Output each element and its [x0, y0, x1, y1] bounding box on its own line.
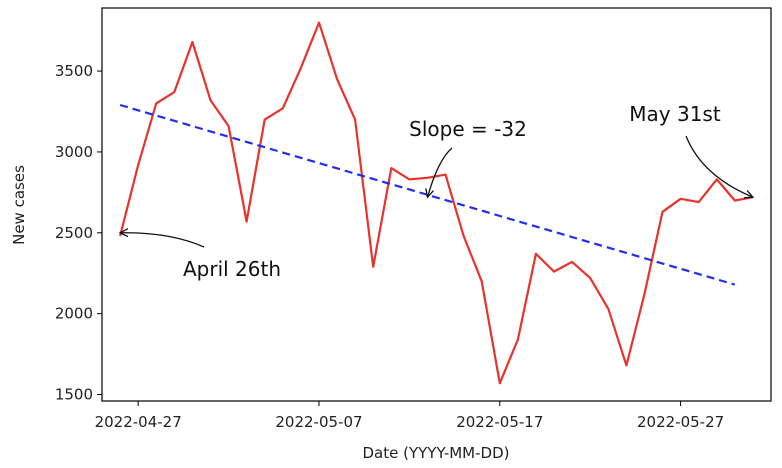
y-axis-title: New cases	[10, 165, 28, 245]
cases-line	[119, 21, 754, 385]
annotation-label: April 26th	[183, 257, 281, 281]
annotation-arrow	[120, 233, 205, 248]
y-tick-label: 3500	[55, 62, 93, 80]
x-axis: 2022-04-27 2022-05-07 2022-05-17 2022-05-27	[95, 401, 724, 431]
annotation-label: May 31st	[629, 102, 721, 126]
y-tick-label: 2500	[55, 224, 93, 242]
y-tick-label: 1500	[55, 386, 93, 404]
x-axis-title: Date (YYYY-MM-DD)	[362, 444, 509, 462]
annotation-arrow	[685, 135, 753, 197]
series-layer	[119, 21, 754, 385]
annotation-layer: April 26th Slope = -32 May 31st	[120, 102, 753, 281]
y-tick-label: 2000	[55, 305, 93, 323]
x-tick-label: 2022-05-27	[637, 413, 724, 431]
y-tick-label: 3000	[55, 143, 93, 161]
x-tick-label: 2022-05-07	[275, 413, 362, 431]
plot-area-frame	[101, 7, 772, 402]
x-tick-label: 2022-05-17	[456, 413, 543, 431]
annotation-label: Slope = -32	[409, 117, 527, 141]
trend-line	[119, 103, 736, 286]
y-axis: 1500 2000 2500 3000 3500	[55, 62, 102, 404]
x-tick-label: 2022-04-27	[95, 413, 182, 431]
annotation-arrow	[428, 147, 453, 197]
